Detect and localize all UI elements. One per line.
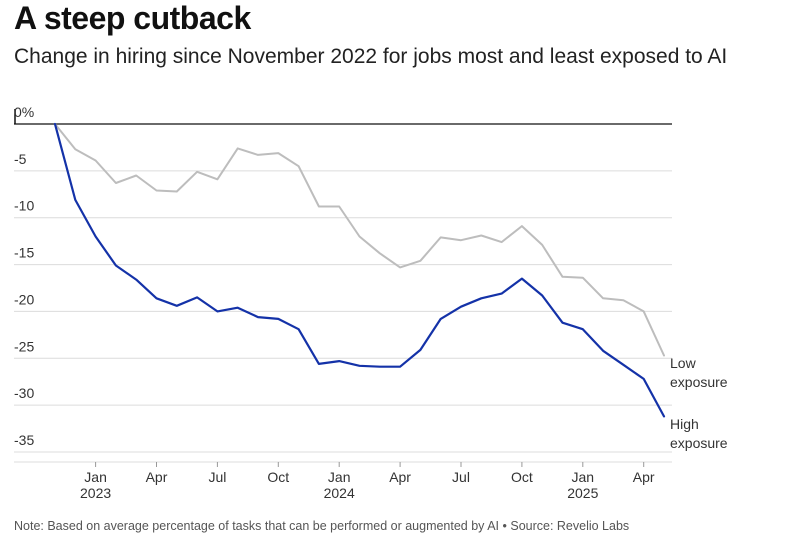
- x-tick-label: Oct: [267, 469, 289, 485]
- y-tick-label: -35: [14, 432, 34, 448]
- x-tick-label: Apr: [389, 469, 411, 485]
- series-label-high-exposure: High: [670, 416, 699, 432]
- y-tick-label: -10: [14, 198, 34, 214]
- x-tick-label: Jul: [208, 469, 226, 485]
- x-tick-year: 2024: [324, 485, 355, 501]
- chart-subtitle: Change in hiring since November 2022 for…: [14, 45, 728, 68]
- y-tick-label: -20: [14, 291, 34, 307]
- series-label-high-exposure: exposure: [670, 435, 728, 451]
- y-axis-ticks: 0% -5 -10 -15 -20 -25 -30 -35: [14, 104, 34, 448]
- y-tick-label: 0%: [14, 104, 34, 120]
- x-tick-label: Jan: [84, 469, 107, 485]
- x-tick-label: Jan: [572, 469, 595, 485]
- series-labels: Low exposure High exposure: [670, 355, 728, 451]
- y-tick-label: -30: [14, 385, 34, 401]
- y-tick-label: -25: [14, 338, 34, 354]
- series-line-high-exposure: [53, 122, 666, 418]
- x-tick-year: 2025: [567, 485, 598, 501]
- x-tick-label: Jan: [328, 469, 351, 485]
- x-tick-year: 2023: [80, 485, 111, 501]
- series-lines: [53, 122, 666, 418]
- x-tick-label: Apr: [146, 469, 168, 485]
- y-tick-label: -5: [14, 151, 27, 167]
- series-line-low-exposure: [54, 123, 665, 357]
- y-tick-label: -15: [14, 245, 34, 261]
- x-tick-label: Oct: [511, 469, 533, 485]
- grid-lines: [14, 109, 672, 463]
- chart-title: A steep cutback: [14, 0, 251, 36]
- series-label-low-exposure: Low: [670, 355, 697, 371]
- x-tick-label: Apr: [633, 469, 655, 485]
- x-tick-label: Jul: [452, 469, 470, 485]
- series-label-low-exposure: exposure: [670, 374, 728, 390]
- source-note: Note: Based on average percentage of tas…: [14, 519, 630, 533]
